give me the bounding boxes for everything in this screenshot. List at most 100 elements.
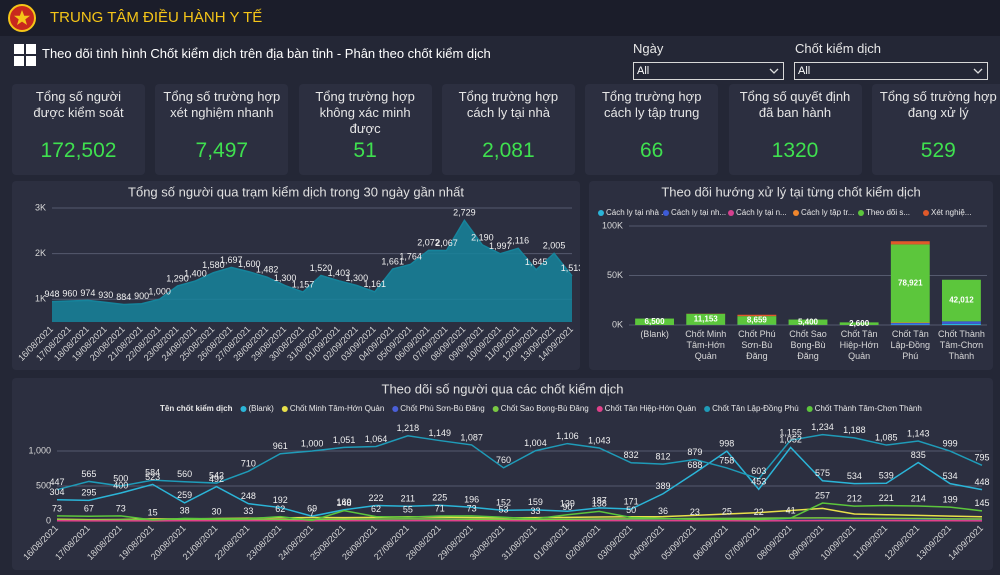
legend-label: Cách ly tại nhà ... [606, 208, 668, 217]
data-label: 50 [626, 505, 636, 515]
data-label: 7 [310, 508, 315, 518]
data-label: 1,645 [525, 257, 548, 267]
legend-marker [858, 210, 864, 216]
data-label: 6,500 [645, 317, 666, 326]
data-label: 33 [530, 506, 540, 516]
data-label: 67 [84, 504, 94, 514]
y-tick-label: 3K [35, 202, 46, 212]
data-label: 212 [847, 494, 862, 504]
chart: Tổng số người qua trạm kiểm dịch trong 3… [12, 181, 580, 370]
chart-title: Theo dõi số người qua các chốt kiểm dịch [382, 381, 624, 396]
data-label: 214 [911, 493, 926, 503]
data-label: 2,067 [435, 238, 458, 248]
legend-label: Chốt Thành Tâm-Chơn Thành [815, 404, 922, 413]
data-label: 23 [690, 507, 700, 517]
kpi-label: Tổng trường hợp cách ly tập trung [585, 89, 718, 121]
data-label: 145 [974, 498, 989, 508]
legend-label: Chốt Sao Bọng-Bù Đăng [501, 404, 589, 413]
data-label: 448 [974, 477, 989, 487]
data-label: 1,087 [460, 432, 483, 442]
data-label: 999 [943, 438, 958, 448]
x-tick-label: Chốt Tân Lập-Đồng Phú [885, 329, 936, 362]
data-label: 30 [211, 506, 221, 516]
legend-label: Cách ly tại n... [736, 208, 787, 217]
filter-label: Ngày [633, 41, 663, 56]
series-line [57, 435, 982, 490]
data-label: 259 [177, 490, 192, 500]
legend-label: Cách ly tập tr... [801, 208, 854, 217]
legend-marker [793, 210, 799, 216]
data-label: 974 [80, 288, 95, 298]
kpi-label: Tổng số trường hợp xét nghiệm nhanh [155, 89, 288, 121]
data-label: 961 [273, 441, 288, 451]
data-label: 36 [658, 506, 668, 516]
legend-marker [728, 210, 734, 216]
data-label: 998 [719, 439, 734, 449]
y-tick-label: 1,000 [28, 445, 51, 455]
kpi-label: Tổng trường hợp không xác minh được [299, 89, 432, 137]
data-label: 90 [562, 502, 572, 512]
data-label: 15 [148, 507, 158, 517]
bar-segment [942, 324, 981, 325]
kpi-value: 529 [872, 139, 1000, 163]
kpi-value: 172,502 [12, 139, 145, 163]
data-label: 1,155 [779, 428, 802, 438]
bar-segment [942, 321, 981, 323]
data-label: 38 [180, 506, 190, 516]
bar-segment [891, 323, 930, 324]
chart-title: Theo dõi hướng xử lý tại từng chốt kiểm … [661, 184, 920, 199]
data-label: 1,188 [843, 425, 866, 435]
kpi-label: Tổng số người được kiểm soát [12, 89, 145, 121]
legend-marker [704, 406, 710, 412]
data-label: 1,218 [397, 423, 420, 433]
data-label: 42,012 [949, 296, 974, 305]
data-label: 22 [754, 507, 764, 517]
y-tick-label: 100K [602, 220, 623, 230]
data-label: 603 [751, 466, 766, 476]
grid-icon [14, 44, 36, 66]
legend-label: Xét nghiệ... [931, 208, 971, 217]
kpi-value: 51 [299, 139, 432, 163]
legend-label: (Blank) [248, 404, 274, 413]
data-label: 534 [943, 471, 958, 481]
data-label: 565 [81, 469, 96, 479]
data-label: 2,600 [849, 319, 870, 328]
kpi-value: 2,081 [442, 139, 575, 163]
chart-panel: Theo dõi hướng xử lý tại từng chốt kiểm … [589, 181, 993, 370]
data-label: 575 [815, 468, 830, 478]
data-label: 884 [116, 292, 131, 302]
legend-title: Tên chốt kiểm dịch [160, 404, 233, 413]
data-label: 1,085 [875, 432, 898, 442]
data-label: 295 [81, 488, 96, 498]
legend-label: Chốt Tân Lập-Đồng Phú [712, 404, 799, 413]
legend-marker [598, 210, 604, 216]
data-label: 199 [943, 494, 958, 504]
data-label: 1,513 [561, 263, 580, 273]
data-label: 948 [44, 289, 59, 299]
legend-label: Chốt Tân Hiệp-Hớn Quản [605, 404, 696, 413]
kpi-label: Tổng số quyết định đã ban hành [729, 89, 862, 121]
bar-segment [737, 315, 776, 316]
data-label: 257 [815, 490, 830, 500]
data-label: 688 [687, 460, 702, 470]
data-label: 5,400 [798, 317, 819, 326]
top-bar: TRUNG TÂM ĐIỀU HÀNH Y TẾ [0, 0, 1000, 36]
data-label: 1,000 [148, 287, 171, 297]
x-tick-label: Chốt Sao Bọng-Bù Đăng [782, 329, 833, 362]
y-tick-label: 50K [607, 270, 623, 280]
x-tick-label-box: (Blank) [629, 329, 680, 370]
logo [8, 4, 36, 32]
data-label: 447 [49, 477, 64, 487]
filter-dropdown[interactable]: All [794, 62, 988, 80]
data-label: 53 [499, 505, 509, 515]
data-label: 2,116 [507, 236, 529, 246]
x-tick-label: (Blank) [629, 329, 680, 340]
legend-marker [597, 406, 603, 412]
data-label: 758 [719, 455, 734, 465]
chevron [769, 66, 779, 76]
data-label: 960 [62, 288, 77, 298]
data-label: 1,149 [428, 428, 451, 438]
filter-dropdown[interactable]: All [633, 62, 784, 80]
